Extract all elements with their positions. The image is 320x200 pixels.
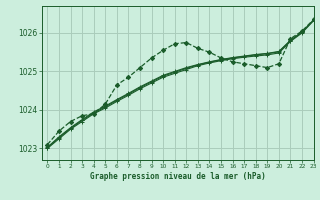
X-axis label: Graphe pression niveau de la mer (hPa): Graphe pression niveau de la mer (hPa) bbox=[90, 172, 266, 181]
